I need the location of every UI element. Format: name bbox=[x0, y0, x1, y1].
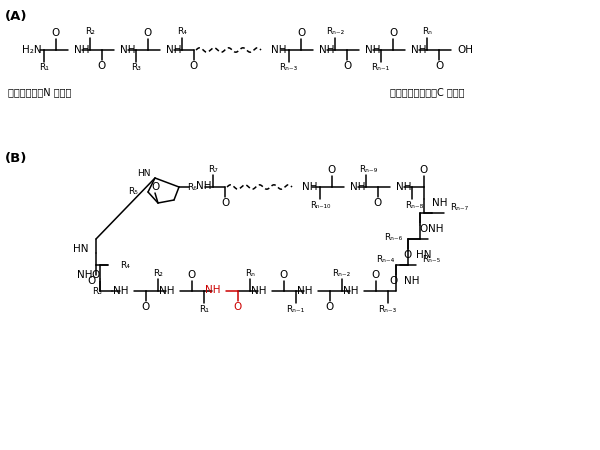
Text: O: O bbox=[435, 61, 443, 71]
Text: Rₙ₋₅: Rₙ₋₅ bbox=[422, 256, 440, 265]
Text: R₄: R₄ bbox=[120, 261, 130, 270]
Text: HN: HN bbox=[416, 250, 431, 260]
Text: NH: NH bbox=[319, 45, 335, 55]
Text: NH: NH bbox=[432, 198, 448, 208]
Text: O: O bbox=[151, 182, 159, 192]
Text: R₇: R₇ bbox=[208, 165, 218, 174]
Text: NH: NH bbox=[196, 181, 212, 191]
Text: NH: NH bbox=[113, 286, 128, 296]
Text: Rₙ: Rₙ bbox=[245, 269, 255, 278]
Text: O: O bbox=[142, 302, 150, 312]
Text: O: O bbox=[190, 61, 198, 71]
Text: NH: NH bbox=[77, 270, 92, 280]
Text: O: O bbox=[188, 270, 196, 280]
Text: O: O bbox=[372, 270, 380, 280]
Text: Rₙ: Rₙ bbox=[422, 27, 432, 36]
Text: O: O bbox=[389, 28, 397, 38]
Text: カルボキシ末端（C 末端）: カルボキシ末端（C 末端） bbox=[390, 87, 464, 97]
Text: NH: NH bbox=[343, 286, 358, 296]
Text: R₆: R₆ bbox=[187, 183, 197, 192]
Text: Rₙ₋₁: Rₙ₋₁ bbox=[286, 305, 304, 314]
Text: Rₙ₋₁: Rₙ₋₁ bbox=[371, 63, 389, 72]
Text: NH: NH bbox=[166, 45, 182, 55]
Text: Rₙ₋₆: Rₙ₋₆ bbox=[384, 234, 402, 243]
Text: NH: NH bbox=[365, 45, 380, 55]
Text: HN: HN bbox=[137, 168, 151, 177]
Text: R₂: R₂ bbox=[153, 269, 163, 278]
Text: NH: NH bbox=[205, 285, 220, 295]
Text: R₅: R₅ bbox=[128, 188, 138, 197]
Text: Rₙ₋₉: Rₙ₋₉ bbox=[359, 165, 377, 174]
Text: O: O bbox=[389, 276, 397, 286]
Text: O: O bbox=[420, 224, 428, 234]
Text: Rₙ₋₂: Rₙ₋₂ bbox=[332, 269, 350, 278]
Text: NH: NH bbox=[296, 286, 312, 296]
Text: O: O bbox=[420, 165, 428, 175]
Text: O: O bbox=[234, 302, 242, 312]
Text: NH: NH bbox=[404, 276, 419, 286]
Text: R₁: R₁ bbox=[39, 63, 49, 72]
Text: NH: NH bbox=[251, 286, 266, 296]
Text: OH: OH bbox=[457, 45, 473, 55]
Text: HN: HN bbox=[73, 244, 88, 254]
Text: O: O bbox=[280, 270, 288, 280]
Text: NH: NH bbox=[120, 45, 136, 55]
Text: O: O bbox=[404, 250, 412, 260]
Text: H₂N: H₂N bbox=[22, 45, 41, 55]
Text: O: O bbox=[326, 302, 334, 312]
Text: R₃: R₃ bbox=[131, 63, 141, 72]
Text: R₄: R₄ bbox=[177, 27, 187, 36]
Text: R₁: R₁ bbox=[199, 305, 209, 314]
Text: Rₙ₋₃: Rₙ₋₃ bbox=[279, 63, 297, 72]
Text: O: O bbox=[52, 28, 60, 38]
Text: Rₙ₋₇: Rₙ₋₇ bbox=[450, 203, 468, 212]
Text: Rₙ₋₃: Rₙ₋₃ bbox=[378, 305, 396, 314]
Text: (A): (A) bbox=[5, 10, 28, 23]
Text: Rₙ₋₁₀: Rₙ₋₁₀ bbox=[310, 201, 330, 210]
Text: NH: NH bbox=[74, 45, 89, 55]
Text: Rₙ₋₈: Rₙ₋₈ bbox=[405, 201, 423, 210]
Text: O: O bbox=[92, 270, 100, 280]
Text: O: O bbox=[297, 28, 305, 38]
Text: O: O bbox=[343, 61, 351, 71]
Text: NH: NH bbox=[271, 45, 287, 55]
Text: Rₙ₋₄: Rₙ₋₄ bbox=[376, 256, 394, 265]
Text: NH: NH bbox=[350, 182, 365, 192]
Text: NH: NH bbox=[411, 45, 427, 55]
Text: (B): (B) bbox=[5, 152, 28, 165]
Text: O: O bbox=[98, 61, 106, 71]
Text: NH: NH bbox=[158, 286, 174, 296]
Text: NH: NH bbox=[396, 182, 412, 192]
Text: NH: NH bbox=[302, 182, 317, 192]
Text: O: O bbox=[221, 198, 229, 208]
Text: O: O bbox=[374, 198, 382, 208]
Text: R₂: R₂ bbox=[85, 27, 95, 36]
Text: NH: NH bbox=[428, 224, 443, 234]
Text: アミノ末端（N 末端）: アミノ末端（N 末端） bbox=[8, 87, 71, 97]
Text: O: O bbox=[328, 165, 336, 175]
Text: Rₙ₋₂: Rₙ₋₂ bbox=[326, 27, 344, 36]
Text: R₃: R₃ bbox=[92, 287, 102, 296]
Text: O: O bbox=[144, 28, 152, 38]
Text: O: O bbox=[88, 276, 96, 286]
